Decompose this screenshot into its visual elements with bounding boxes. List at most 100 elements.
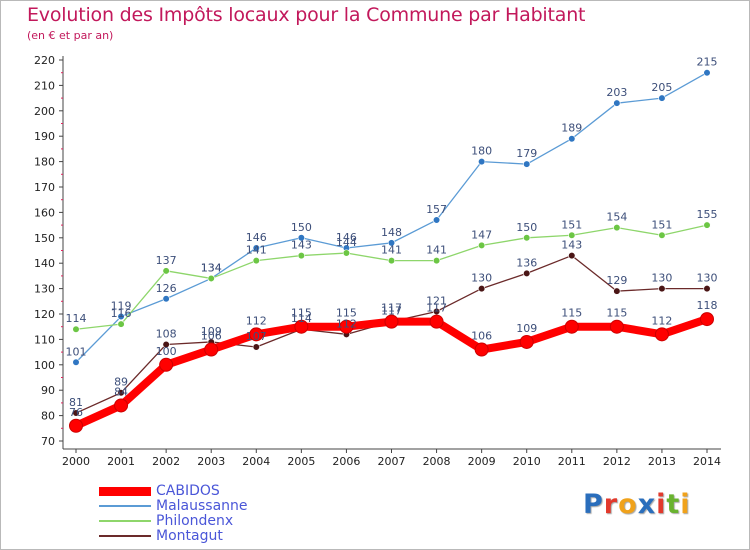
- data-label-philondenx: 155: [697, 208, 718, 221]
- data-label-philondenx: 150: [516, 221, 537, 234]
- data-label-montagut: 109: [201, 325, 222, 338]
- data-label-philondenx: 151: [651, 218, 672, 231]
- data-label-cabidos: 100: [156, 345, 177, 358]
- y-tick-label: 120: [34, 308, 55, 321]
- data-point-malaussanne: [568, 135, 576, 143]
- data-label-cabidos: 118: [697, 299, 718, 312]
- data-point-malaussanne: [162, 295, 170, 303]
- x-tick-label: 2008: [423, 455, 451, 468]
- y-tick-label: 190: [34, 130, 55, 143]
- legend-label: CABIDOS: [156, 483, 220, 499]
- data-point-malaussanne: [297, 234, 305, 242]
- y-tick-label: 170: [34, 181, 55, 194]
- data-label-cabidos: 76: [69, 406, 83, 419]
- data-label-cabidos: 112: [651, 314, 672, 327]
- data-label-malaussanne: 134: [201, 261, 222, 274]
- data-label-montagut: 108: [156, 327, 177, 340]
- axes: 7080901001101201301401501601701801902002…: [34, 54, 721, 468]
- y-tick-label: 160: [34, 206, 55, 219]
- data-label-philondenx: 137: [156, 254, 177, 267]
- data-point-philondenx: [478, 241, 486, 250]
- data-point-malaussanne: [117, 312, 125, 321]
- data-point-philondenx: [162, 267, 170, 275]
- data-point-malaussanne: [703, 69, 711, 77]
- data-point-malaussanne: [613, 99, 621, 107]
- data-label-montagut: 114: [291, 312, 312, 325]
- data-label-cabidos: 115: [606, 307, 627, 320]
- x-tick-label: 2013: [648, 455, 676, 468]
- data-point-philondenx: [117, 320, 125, 328]
- x-tick-label: 2000: [62, 455, 90, 468]
- data-point-montagut: [478, 285, 486, 293]
- data-label-philondenx: 141: [246, 244, 267, 257]
- data-point-cabidos: [159, 357, 174, 372]
- data-label-cabidos: 117: [381, 302, 402, 315]
- y-tick-label: 80: [41, 410, 55, 423]
- legend-swatch: [99, 505, 151, 507]
- data-label-malaussanne: 205: [651, 81, 672, 94]
- y-tick-label: 110: [34, 333, 55, 346]
- x-tick-label: 2005: [287, 455, 315, 468]
- data-label-malaussanne: 150: [291, 221, 312, 234]
- data-point-cabidos: [474, 342, 489, 357]
- data-label-cabidos: 115: [291, 307, 312, 320]
- data-label-malaussanne: 215: [697, 56, 718, 69]
- data-point-montagut: [523, 269, 531, 277]
- data-label-philondenx: 151: [561, 218, 582, 231]
- data-label-cabidos: 115: [561, 307, 582, 320]
- x-tick-label: 2001: [107, 455, 135, 468]
- data-point-cabidos: [204, 342, 219, 357]
- data-point-philondenx: [703, 221, 711, 229]
- legend-label: Montagut: [156, 528, 223, 544]
- data-point-montagut: [568, 251, 576, 260]
- data-label-malaussanne: 146: [336, 231, 357, 244]
- data-label-cabidos: 84: [114, 385, 128, 398]
- data-point-cabidos: [429, 314, 444, 329]
- data-label-malaussanne: 180: [471, 145, 492, 158]
- data-point-philondenx: [432, 257, 441, 265]
- x-tick-label: 2012: [603, 455, 631, 468]
- data-label-malaussanne: 119: [111, 300, 132, 313]
- data-point-cabidos: [339, 319, 354, 334]
- data-point-philondenx: [523, 234, 531, 242]
- y-tick-label: 150: [34, 232, 55, 245]
- data-label-cabidos: 106: [471, 330, 492, 343]
- data-label-malaussanne: 146: [246, 231, 267, 244]
- chart-title: Evolution des Impôts locaux pour la Comm…: [27, 4, 586, 26]
- x-tick-label: 2011: [558, 455, 586, 468]
- legend-swatch: [99, 535, 151, 537]
- data-point-cabidos: [519, 334, 534, 349]
- data-point-montagut: [117, 389, 125, 397]
- data-label-philondenx: 147: [471, 228, 492, 241]
- series-lines: [69, 69, 714, 433]
- data-label-montagut: 112: [336, 317, 357, 330]
- data-label-philondenx: 116: [111, 307, 132, 320]
- data-point-montagut: [162, 340, 170, 349]
- data-label-montagut: 130: [651, 272, 672, 285]
- data-label-philondenx: 114: [66, 312, 87, 325]
- y-tick-label: 100: [34, 359, 55, 372]
- data-label-malaussanne: 101: [66, 345, 87, 358]
- data-label-malaussanne: 148: [381, 226, 402, 239]
- legend-label: Philondenx: [156, 513, 234, 529]
- data-label-malaussanne: 189: [561, 122, 582, 135]
- data-point-montagut: [613, 287, 621, 295]
- data-point-philondenx: [252, 257, 260, 265]
- data-point-montagut: [658, 285, 666, 293]
- x-tick-label: 2006: [332, 455, 360, 468]
- data-point-philondenx: [658, 231, 666, 239]
- legend-swatch: [99, 520, 151, 522]
- data-label-montagut: 129: [606, 274, 627, 287]
- data-label-montagut: 81: [69, 396, 83, 409]
- data-label-malaussanne: 126: [156, 282, 177, 295]
- data-label-montagut: 117: [381, 305, 402, 318]
- data-point-cabidos: [294, 319, 309, 334]
- y-tick-label: 200: [34, 105, 55, 118]
- data-point-malaussanne: [658, 94, 666, 102]
- data-point-montagut: [72, 409, 80, 417]
- data-label-malaussanne: 179: [516, 147, 537, 160]
- data-point-malaussanne: [432, 216, 441, 224]
- data-point-montagut: [703, 285, 711, 293]
- y-tick-label: 130: [34, 283, 55, 296]
- value-labels: 101 119 126 134 146 150 146 148 157 180 179 189 203 2…: [66, 56, 718, 419]
